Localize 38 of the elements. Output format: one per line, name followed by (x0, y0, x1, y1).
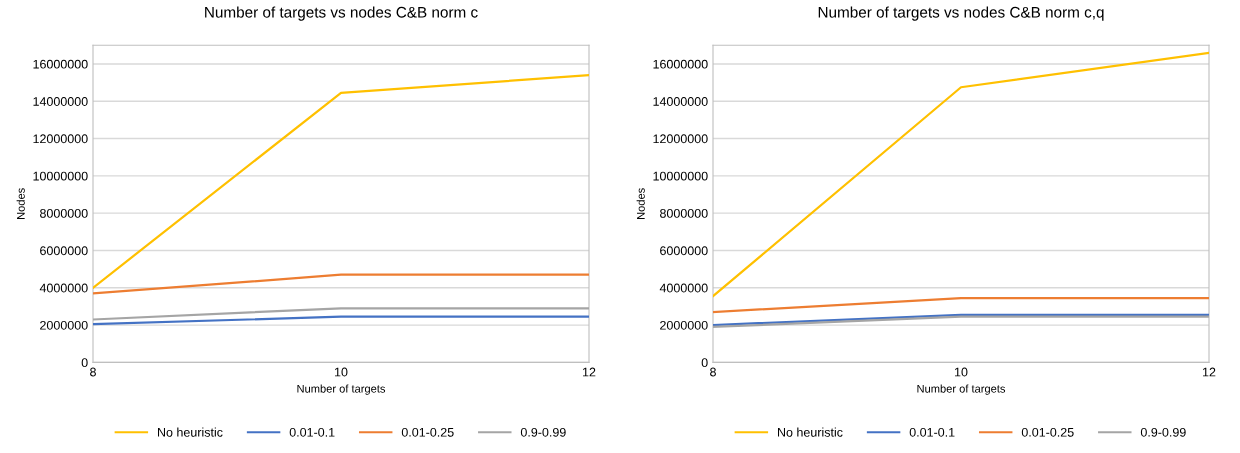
y-tick-label: 6000000 (660, 246, 708, 256)
y-tick-label: 12000000 (33, 134, 88, 144)
chart-title: Number of targets vs nodes C&B norm c (205, 6, 478, 21)
x-tick-label: 8 (710, 367, 716, 377)
legend-label: 0.01-0.25 (1021, 427, 1074, 437)
y-tick-label: 8000000 (660, 208, 708, 218)
y-axis-title: Nodes (636, 188, 645, 219)
x-tick-label: 10 (335, 367, 348, 377)
y-tick-label: 10000000 (33, 171, 88, 181)
y-tick-label: 0 (701, 358, 708, 368)
y-tick-label: 16000000 (653, 59, 708, 69)
y-tick-label: 2000000 (660, 320, 708, 330)
legend-label: 0.01-0.25 (401, 427, 454, 437)
x-tick-label: 10 (955, 367, 968, 377)
legend-label: 0.9-0.99 (1140, 427, 1186, 437)
y-tick-label: 12000000 (653, 134, 708, 144)
legend-label: No heuristic (778, 427, 843, 437)
y-tick-label: 0 (81, 358, 88, 368)
chart-title: Number of targets vs nodes C&B norm c,q (818, 6, 1104, 21)
legend-label: 0.01-0.1 (909, 427, 955, 437)
x-axis-title: Number of targets (297, 384, 386, 395)
y-tick-label: 6000000 (40, 246, 88, 256)
legend-label: No heuristic (158, 427, 223, 437)
y-tick-label: 4000000 (659, 283, 708, 293)
y-tick-label: 16000000 (33, 59, 88, 69)
x-axis-title: Number of targets (917, 384, 1006, 395)
y-tick-label: 10000000 (653, 171, 708, 181)
legend-label: 0.01-0.1 (289, 427, 335, 437)
y-tick-label: 8000000 (40, 208, 88, 218)
y-axis-title: Nodes (16, 188, 25, 219)
x-tick-label: 12 (1203, 367, 1216, 377)
y-tick-label: 14000000 (33, 97, 88, 106)
y-tick-label: 14000000 (653, 97, 708, 106)
y-tick-label: 4000000 (39, 283, 88, 293)
x-tick-label: 12 (583, 367, 596, 377)
x-tick-label: 8 (90, 367, 96, 377)
y-tick-label: 2000000 (40, 320, 88, 330)
legend-label: 0.9-0.99 (520, 427, 566, 437)
